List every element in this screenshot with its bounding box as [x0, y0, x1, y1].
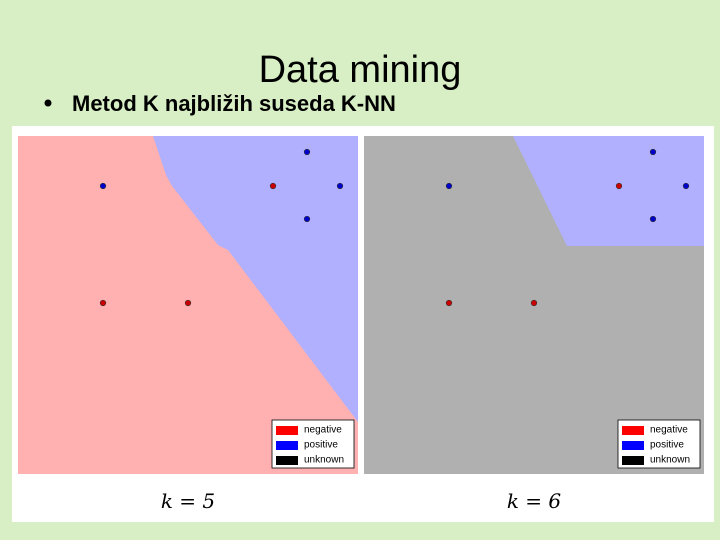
sample-point [445, 299, 453, 307]
sample-point [615, 182, 623, 190]
legend-swatch [622, 426, 644, 435]
bullet-dot [44, 99, 52, 107]
legend-swatch [622, 456, 644, 465]
sample-point [303, 148, 311, 156]
sample-point [336, 182, 344, 190]
legend-label: unknown [304, 455, 344, 466]
sample-point [682, 182, 690, 190]
slide-title: Data mining [259, 49, 462, 91]
positive-region [153, 136, 358, 422]
panel-caption: k = 5 [161, 489, 215, 513]
bullet-text: Metod K najbližih suseda K-NN [72, 91, 396, 116]
legend-label: positive [304, 440, 338, 451]
legend-label: positive [650, 440, 684, 451]
sample-point [269, 182, 277, 190]
sample-point [649, 215, 657, 223]
sample-point [445, 182, 453, 190]
legend-swatch [622, 441, 644, 450]
sample-point [649, 148, 657, 156]
legend-label: negative [650, 425, 688, 436]
sample-point [303, 215, 311, 223]
sample-point [99, 182, 107, 190]
sample-point [530, 299, 538, 307]
panel-caption: k = 6 [507, 489, 562, 513]
panel: negative positive unknown k = 5 [18, 136, 358, 513]
sample-point [99, 299, 107, 307]
legend-swatch [276, 456, 298, 465]
positive-region [513, 136, 704, 246]
legend-swatch [276, 441, 298, 450]
legend-label: negative [304, 425, 342, 436]
sample-point [184, 299, 192, 307]
legend-swatch [276, 426, 298, 435]
legend-label: unknown [650, 455, 690, 466]
panel: negative positive unknown k = 6 [364, 136, 704, 513]
